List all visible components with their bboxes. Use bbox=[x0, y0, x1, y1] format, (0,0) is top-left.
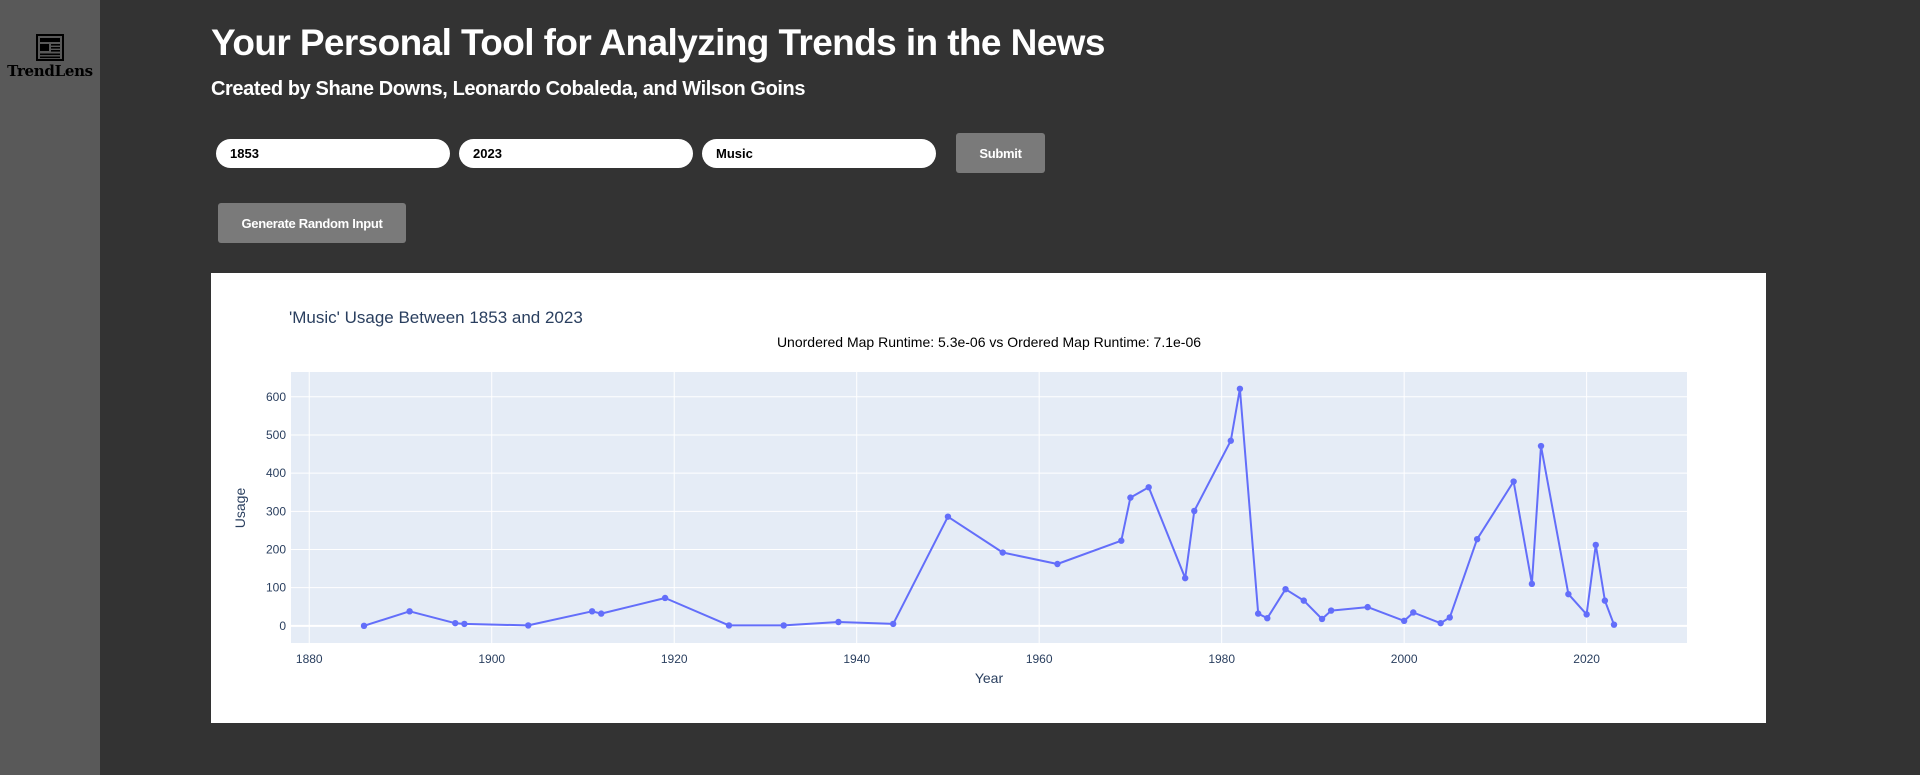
y-tick-label: 0 bbox=[279, 619, 286, 633]
x-tick-label: 1880 bbox=[296, 652, 323, 666]
data-point[interactable] bbox=[1537, 442, 1545, 450]
data-point[interactable] bbox=[661, 594, 669, 602]
data-point[interactable] bbox=[1592, 541, 1599, 549]
y-tick-label: 400 bbox=[266, 466, 286, 480]
y-tick-label: 200 bbox=[266, 542, 286, 556]
grid bbox=[291, 372, 1687, 643]
start-year-input[interactable] bbox=[216, 139, 450, 168]
data-point[interactable] bbox=[1400, 617, 1408, 625]
x-tick-label: 1980 bbox=[1208, 652, 1235, 666]
plot-area bbox=[291, 372, 1687, 643]
y-tick-label: 500 bbox=[266, 428, 286, 442]
data-point[interactable] bbox=[1583, 611, 1590, 618]
usage-line-chart[interactable]: 'Music' Usage Between 1853 and 2023 Unor… bbox=[211, 273, 1766, 723]
data-points bbox=[360, 385, 1618, 630]
end-year-input[interactable] bbox=[459, 139, 693, 168]
y-tick-label: 100 bbox=[266, 581, 286, 595]
chart-card: 'Music' Usage Between 1853 and 2023 Unor… bbox=[211, 273, 1766, 723]
submit-button[interactable]: Submit bbox=[956, 133, 1045, 173]
data-point[interactable] bbox=[1145, 484, 1152, 491]
x-tick-label: 1900 bbox=[478, 652, 505, 666]
y-axis-label: Usage bbox=[232, 488, 248, 529]
data-point[interactable] bbox=[1300, 597, 1307, 604]
data-point[interactable] bbox=[780, 622, 787, 629]
sidebar: TrendLens bbox=[0, 0, 100, 775]
newspaper-icon bbox=[36, 34, 64, 61]
data-point[interactable] bbox=[525, 622, 532, 629]
data-point[interactable] bbox=[1054, 560, 1061, 568]
data-point[interactable] bbox=[1565, 590, 1572, 598]
data-point[interactable] bbox=[835, 618, 842, 626]
data-point[interactable] bbox=[588, 608, 596, 615]
data-point[interactable] bbox=[1528, 580, 1536, 588]
chart-annotation: Unordered Map Runtime: 5.3e-06 vs Ordere… bbox=[777, 334, 1201, 350]
x-tick-label: 1940 bbox=[843, 652, 870, 666]
x-tick-label: 2020 bbox=[1573, 652, 1600, 666]
x-tick-label: 1920 bbox=[661, 652, 688, 666]
data-point[interactable] bbox=[1118, 537, 1125, 544]
x-axis-label: Year bbox=[975, 670, 1004, 686]
data-point[interactable] bbox=[1610, 621, 1618, 628]
data-point[interactable] bbox=[406, 608, 413, 615]
data-point[interactable] bbox=[1446, 614, 1453, 621]
data-point[interactable] bbox=[1473, 535, 1481, 543]
y-tick-label: 600 bbox=[266, 390, 286, 404]
data-point[interactable] bbox=[725, 622, 733, 629]
data-point[interactable] bbox=[1264, 614, 1271, 622]
x-axis-ticks: 1880 1900 1920 1940 1960 1980 2000 2020 bbox=[296, 652, 1600, 666]
logo-text: TrendLens bbox=[7, 62, 93, 80]
data-point[interactable] bbox=[999, 549, 1006, 556]
data-point[interactable] bbox=[1282, 585, 1289, 593]
data-point[interactable] bbox=[360, 622, 368, 630]
data-point[interactable] bbox=[889, 620, 897, 628]
y-axis-ticks: 0 100 200 300 400 500 600 bbox=[266, 390, 286, 633]
data-point[interactable] bbox=[1191, 507, 1198, 515]
app-logo[interactable]: TrendLens bbox=[0, 34, 100, 80]
data-point[interactable] bbox=[1510, 478, 1517, 485]
chart-title: 'Music' Usage Between 1853 and 2023 bbox=[289, 308, 583, 327]
data-point[interactable] bbox=[1601, 597, 1609, 604]
data-point[interactable] bbox=[944, 513, 952, 520]
generate-random-input-button[interactable]: Generate Random Input bbox=[218, 203, 406, 243]
usage-line bbox=[363, 387, 1615, 627]
data-point[interactable] bbox=[1236, 385, 1244, 392]
keyword-input[interactable] bbox=[702, 139, 936, 168]
data-point[interactable] bbox=[1437, 619, 1444, 627]
data-point[interactable] bbox=[452, 619, 459, 627]
data-point[interactable] bbox=[1181, 574, 1189, 582]
data-point[interactable] bbox=[461, 620, 468, 628]
data-point[interactable] bbox=[1254, 610, 1262, 617]
x-tick-label: 2000 bbox=[1391, 652, 1418, 666]
page-subtitle: Created by Shane Downs, Leonardo Cobaled… bbox=[211, 78, 806, 100]
y-tick-label: 300 bbox=[266, 504, 286, 518]
data-point[interactable] bbox=[1364, 603, 1371, 611]
data-point[interactable] bbox=[1318, 615, 1326, 623]
data-point[interactable] bbox=[1327, 607, 1335, 614]
x-tick-label: 1960 bbox=[1026, 652, 1053, 666]
data-point[interactable] bbox=[1127, 494, 1134, 501]
data-point[interactable] bbox=[1410, 609, 1417, 616]
page-title: Your Personal Tool for Analyzing Trends … bbox=[211, 22, 1105, 63]
data-point[interactable] bbox=[598, 610, 605, 617]
data-point[interactable] bbox=[1227, 437, 1234, 444]
